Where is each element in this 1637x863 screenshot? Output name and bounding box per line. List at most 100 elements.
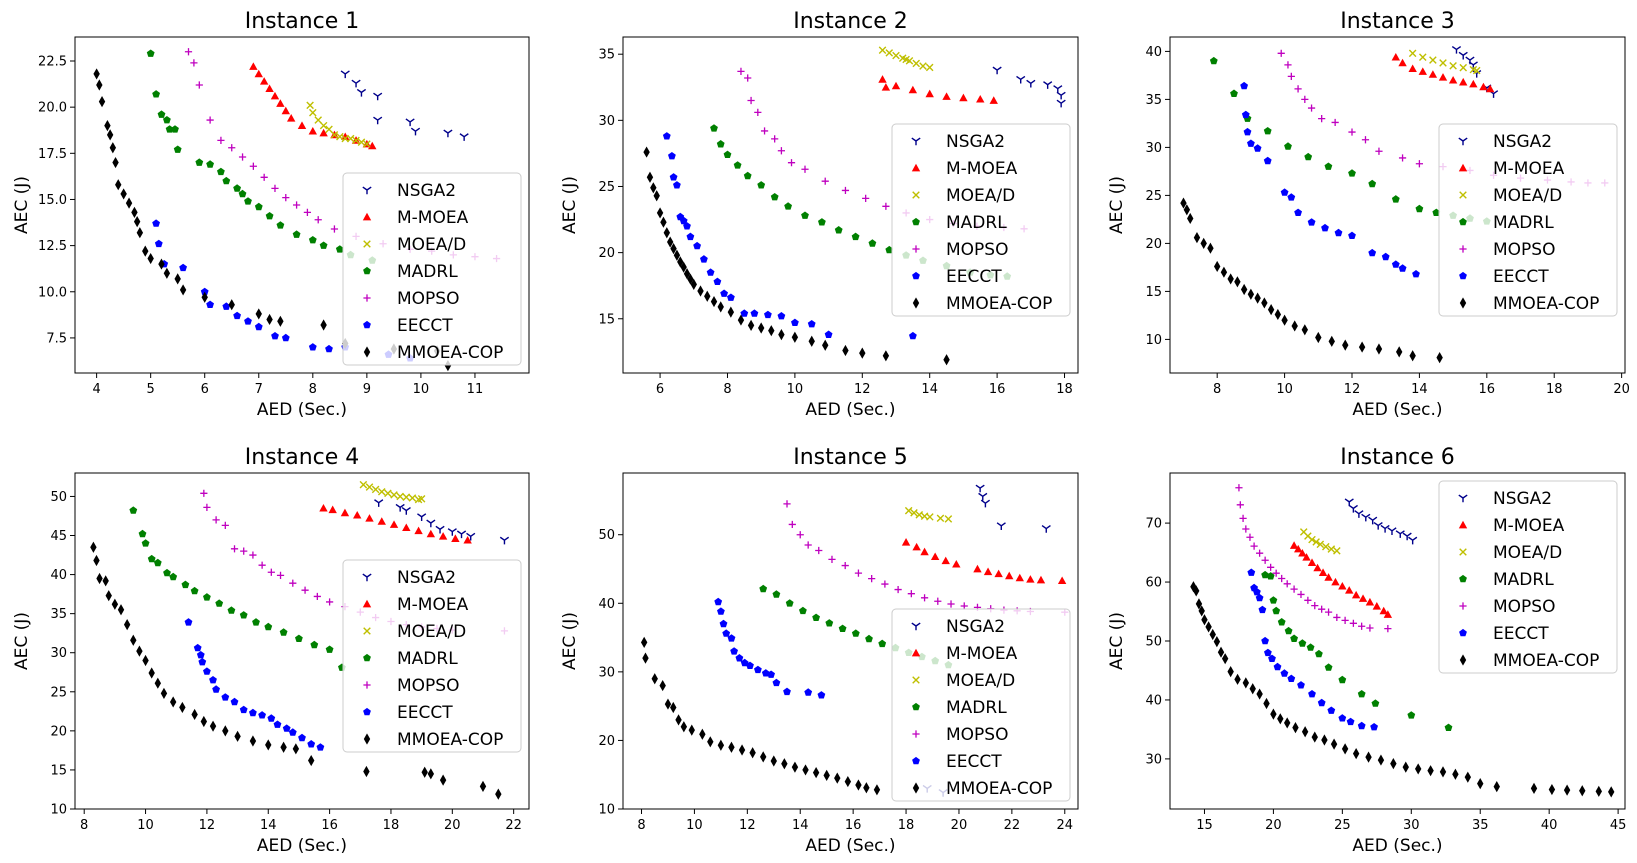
legend-entry: MMOEA-COP [912, 779, 1052, 799]
data-point [777, 312, 786, 320]
x-tick-label: 40 [1541, 818, 1558, 833]
data-point [717, 607, 725, 615]
data-point [1321, 223, 1329, 232]
data-point [744, 74, 752, 82]
legend-entry: NSGA2 [911, 132, 1005, 152]
data-point [915, 511, 924, 519]
y-tick-label: 10.0 [38, 285, 67, 300]
data-point [764, 310, 772, 319]
y-tick-label: 50 [598, 528, 615, 543]
data-point [193, 643, 202, 652]
data-point [298, 733, 306, 742]
data-point [1253, 588, 1261, 596]
x-axis-label: AED (Sec.) [1352, 836, 1442, 856]
data-point [1415, 204, 1424, 213]
data-point [1247, 139, 1255, 147]
data-point [754, 108, 762, 117]
data-point [1250, 542, 1258, 550]
data-point [683, 222, 691, 230]
data-point [1227, 666, 1234, 678]
data-point [313, 592, 321, 601]
data-point [336, 132, 344, 141]
chart-title: Instance 1 [245, 9, 360, 34]
data-point [892, 51, 900, 60]
legend-marker [911, 622, 921, 631]
data-point [1240, 81, 1248, 90]
data-point [123, 618, 131, 631]
legend-marker [912, 730, 920, 738]
legend-entry: NSGA2 [911, 617, 1005, 637]
data-point [934, 597, 942, 605]
data-point [1391, 195, 1400, 203]
data-point [1377, 754, 1385, 766]
data-point [249, 162, 257, 170]
data-point [1348, 169, 1356, 177]
axes-frame [74, 36, 530, 374]
data-point [747, 319, 755, 331]
x-tick-label: 20 [444, 818, 461, 833]
data-point [1324, 162, 1333, 170]
data-point [1370, 723, 1378, 731]
y-axis-label: AEC (J) [560, 176, 580, 234]
data-point [1294, 85, 1302, 93]
data-point [1304, 596, 1312, 604]
data-point [230, 697, 239, 706]
data-point [356, 88, 367, 97]
data-point [881, 580, 889, 588]
data-point [153, 558, 162, 567]
data-point [104, 120, 111, 132]
data-point [264, 622, 273, 631]
data-point [190, 586, 199, 595]
chart-title: Instance 5 [793, 445, 908, 470]
data-point [1301, 95, 1309, 103]
data-point [221, 693, 230, 701]
axes-frame [622, 36, 1079, 374]
data-point [670, 243, 677, 255]
data-point [1395, 530, 1405, 538]
data-point [292, 201, 301, 209]
chart-panel-6: 15 20 25 30 35 40 45 30 40 50 60 70 Instance 6 AED (S… [1107, 445, 1626, 856]
data-point [373, 92, 383, 101]
data-point [996, 522, 1006, 530]
x-tick-label: 24 [1056, 818, 1073, 833]
data-point [1380, 524, 1390, 533]
legend-label: MADRL [397, 262, 458, 282]
data-point [240, 547, 248, 555]
data-point [791, 318, 799, 326]
legend-label: NSGA2 [946, 617, 1005, 637]
data-point [1485, 84, 1495, 93]
legend-label: MOEA/D [946, 186, 1015, 206]
data-point [909, 331, 917, 340]
data-point [1242, 525, 1250, 533]
x-axis-label: AED (Sec.) [257, 836, 347, 856]
data-point [801, 165, 809, 173]
y-axis-label: AEC (J) [1107, 612, 1127, 670]
data-point [881, 83, 891, 91]
legend-label: M-MOEA [397, 595, 469, 615]
data-point [650, 182, 657, 194]
plot-area [90, 480, 510, 800]
legend-box [342, 559, 522, 753]
data-point [1368, 248, 1377, 257]
data-point [1368, 516, 1378, 525]
x-tick-label: 12 [854, 382, 871, 397]
legend-label: MOPSO [946, 725, 1008, 745]
data-point [1239, 514, 1247, 522]
chart-title: Instance 3 [1340, 9, 1455, 34]
legend-marker [912, 756, 920, 765]
data-point [1438, 73, 1448, 81]
data-point [163, 116, 171, 124]
x-tick-label: 7 [255, 382, 263, 397]
data-point [717, 739, 725, 751]
data-point [1301, 726, 1309, 738]
data-point [885, 245, 894, 254]
data-point [340, 508, 350, 517]
data-point [771, 135, 779, 143]
data-point [714, 597, 723, 606]
legend-marker [363, 733, 371, 745]
data-point [1366, 624, 1374, 632]
data-point [760, 127, 769, 135]
data-point [784, 202, 792, 210]
data-point [184, 48, 193, 56]
data-point [289, 579, 297, 587]
